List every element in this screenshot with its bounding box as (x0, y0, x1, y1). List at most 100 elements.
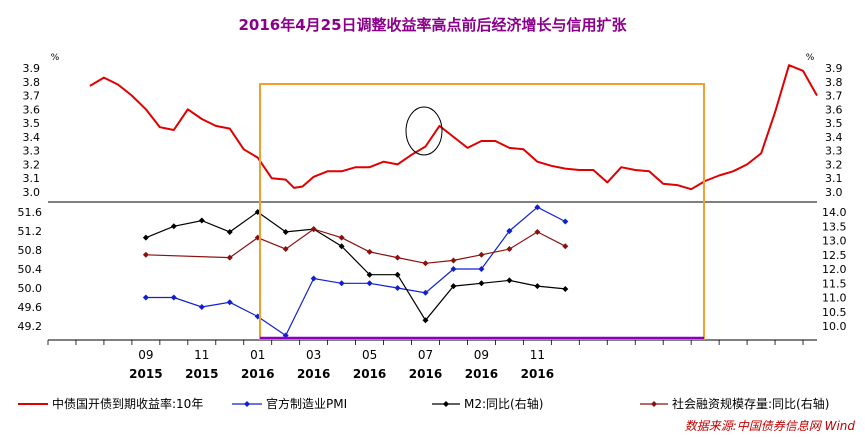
data-point-marker (562, 218, 569, 225)
data-point-marker (562, 243, 569, 250)
y-tick-label-left: 3.5 (23, 117, 41, 130)
y-tick-label-right: 12.0 (822, 263, 847, 276)
y-tick-label-right: 3.5 (825, 117, 843, 130)
data-point-marker (338, 243, 345, 250)
series-line (145, 211, 566, 322)
x-tick-label-year: 2015 (129, 367, 162, 381)
data-point-marker (394, 271, 401, 278)
y-tick-label-left: 3.0 (23, 186, 41, 199)
data-point-marker (562, 285, 569, 292)
y-tick-label-right: 11.5 (822, 277, 847, 290)
y-tick-label-right: 3.2 (825, 158, 843, 171)
series-line (509, 206, 566, 232)
data-point-marker (366, 271, 373, 278)
series-line (145, 228, 566, 264)
y-tick-label-right: 10.5 (822, 306, 847, 319)
y-tick-label-left: 3.2 (23, 158, 41, 171)
y-tick-label-right: 3.4 (825, 131, 843, 144)
y-tick-label-left: 50.4 (18, 263, 43, 276)
y-tick-label-right: 3.9 (825, 62, 843, 75)
data-point-marker (450, 283, 457, 290)
y-tick-label-left: 3.3 (23, 145, 41, 158)
data-point-marker (226, 299, 233, 306)
y-tick-label-left: 3.4 (23, 131, 41, 144)
data-point-marker (338, 280, 345, 287)
y-tick-label-left: 3.9 (23, 62, 41, 75)
data-point-marker (198, 304, 205, 310)
x-tick-label-month: 09 (474, 348, 489, 362)
y-tick-label-left: 50.0 (18, 282, 43, 295)
data-point-marker (394, 285, 401, 291)
legend-marker (244, 401, 250, 407)
data-point-marker (478, 266, 485, 272)
data-point-marker (534, 228, 541, 235)
legend-label: 社会融资规模存量:同比(右轴) (672, 396, 829, 411)
data-point-marker (226, 228, 233, 235)
x-tick-label-month: 07 (418, 348, 433, 362)
y-tick-label-right: 13.5 (822, 220, 847, 233)
y-tick-label-left: 49.6 (18, 301, 43, 314)
y-tick-label-right: 3.1 (825, 172, 843, 185)
legend-label: M2:同比(右轴) (464, 396, 543, 411)
y-tick-label-right: 14.0 (822, 206, 847, 219)
macro-panel: 51.6 51.2 50.8 50.4 50.0 49.6 49.2 14.013.5 13.0… (18, 204, 847, 381)
data-point-marker (478, 280, 485, 287)
x-tick-label-month: 09 (138, 348, 153, 362)
legend: 中债国开债到期收益率:10年 官方制造业PMI M2:同比(右轴) 社会融资规模存量:… (18, 396, 855, 433)
data-point-marker (142, 251, 149, 258)
data-point-marker (170, 294, 177, 301)
data-point-marker (506, 277, 513, 284)
data-point-marker (394, 254, 401, 261)
y-tick-label-left: 50.8 (18, 244, 43, 257)
data-point-marker (478, 251, 485, 258)
legend-marker (651, 401, 657, 407)
data-point-marker (422, 289, 429, 296)
series-line-yield (89, 64, 818, 191)
data-point-marker (142, 234, 149, 241)
data-point-marker (534, 283, 541, 290)
annotations (259, 83, 705, 340)
data-point-marker (310, 226, 317, 233)
data-point-marker (142, 294, 149, 301)
y-unit-right: % (806, 53, 815, 63)
series-line (145, 230, 510, 337)
data-point-marker (450, 257, 457, 264)
x-tick-label-year: 2016 (409, 367, 442, 381)
y-tick-label-left: 3.7 (23, 90, 41, 103)
data-point-marker (422, 260, 429, 267)
y-tick-label-right: 3.0 (825, 186, 843, 199)
data-point-marker (506, 228, 513, 234)
y-tick-label-right: 10.0 (822, 320, 847, 333)
data-point-marker (338, 234, 345, 241)
data-point-marker (366, 280, 373, 287)
x-tick-label-year: 2016 (465, 367, 498, 381)
data-point-marker (506, 246, 513, 253)
x-tick-label-month: 11 (194, 348, 209, 362)
peak-circle (405, 106, 443, 156)
x-tick-label-month: 11 (530, 348, 545, 362)
data-point-marker (366, 248, 373, 255)
data-point-marker (170, 223, 177, 230)
x-tick-label-year: 2016 (353, 367, 386, 381)
data-point-marker (534, 204, 541, 211)
data-point-marker (282, 228, 289, 235)
y-tick-label-left: 3.8 (23, 76, 41, 89)
yield-panel: 3.9 3.93.8 3.83.7 3.73.6 3.63.5 3.53.4 3.43.3 3… (23, 53, 843, 203)
x-tick-label-year: 2016 (297, 367, 330, 381)
x-tick-label-year: 2016 (241, 367, 274, 381)
x-tick-label-year: 2015 (185, 367, 218, 381)
y-tick-label-right: 12.5 (822, 249, 847, 262)
y-tick-label-right: 11.0 (822, 292, 847, 305)
x-tick-label-month: 03 (306, 348, 321, 362)
data-point-marker (198, 217, 205, 224)
y-tick-label-right: 3.3 (825, 145, 843, 158)
legend-label: 中债国开债到期收益率:10年 (52, 396, 203, 411)
data-point-marker (226, 254, 233, 261)
x-tick-label-month: 01 (250, 348, 265, 362)
data-point-marker (310, 275, 317, 282)
y-tick-label-left: 3.6 (23, 103, 41, 116)
x-tick-label-year: 2016 (521, 367, 554, 381)
data-point-marker (450, 266, 457, 272)
